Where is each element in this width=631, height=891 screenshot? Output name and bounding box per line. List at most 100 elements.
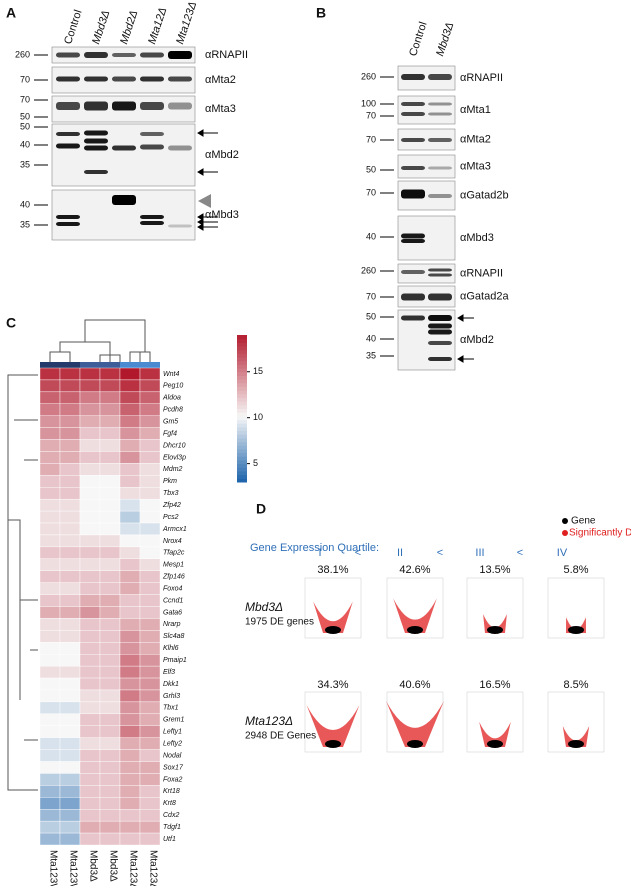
- scale-step: [237, 459, 247, 465]
- scale-step: [237, 357, 247, 362]
- heatmap-cell: [119, 785, 141, 798]
- band: [140, 52, 164, 58]
- heatmap-cell: [59, 820, 81, 834]
- heatmap-cell: [39, 570, 61, 583]
- column-label: Mta123Δ: [147, 850, 158, 886]
- scale-step: [237, 470, 247, 476]
- heatmap-cell: [79, 654, 101, 667]
- band: [401, 239, 425, 243]
- heatmap-cell: [39, 642, 61, 655]
- heatmap-cell: [119, 797, 141, 810]
- heatmap-cell: [139, 737, 161, 750]
- heatmap-cell: [139, 785, 161, 798]
- heatmap-cell: [119, 665, 141, 679]
- heatmap-cell: [99, 642, 121, 655]
- band: [428, 138, 452, 142]
- heatmap-cell: [39, 630, 61, 643]
- band: [168, 51, 192, 59]
- scale-tick-label: 15: [253, 366, 263, 376]
- arrows: [197, 129, 474, 363]
- heatmap-cell: [119, 761, 141, 774]
- band: [428, 293, 452, 301]
- heatmap-cell: [139, 654, 161, 667]
- antibody-label: αRNAPII: [460, 267, 503, 279]
- heatmap-cell: [99, 761, 121, 774]
- heatmap-cell: [139, 487, 161, 500]
- heatmap-cell: [119, 606, 141, 619]
- heatmap-cell: [39, 367, 61, 381]
- band: [401, 138, 425, 142]
- heatmap-cell: [99, 451, 121, 464]
- heatmap-cell: [119, 427, 141, 440]
- heatmap-cell: [139, 677, 161, 691]
- heatmap-cell: [79, 630, 101, 643]
- percent: 40.6%: [399, 679, 430, 691]
- heatmap-cell: [79, 379, 101, 393]
- heatmap-cell: [139, 415, 161, 428]
- heatmap-cell: [119, 522, 141, 536]
- heatmap-cell: [59, 725, 81, 738]
- heatmap-cell: [139, 546, 161, 560]
- heatmap-cell: [99, 439, 121, 452]
- blot: [397, 154, 456, 179]
- heatmap-cell: [79, 534, 101, 548]
- band: [428, 315, 452, 321]
- heatmap-cell: [79, 665, 101, 679]
- heatmap-cell: [59, 677, 81, 691]
- heatmap-cell: [99, 749, 121, 762]
- gene-label: Pkm: [163, 478, 177, 485]
- marker-label: 40: [366, 231, 376, 241]
- gene-label: Mesp1: [163, 562, 184, 569]
- heatmap-cell: [139, 630, 161, 643]
- heatmap-cell: [139, 439, 161, 452]
- antibody-label: αMta3: [460, 160, 491, 172]
- heatmap-cell: [99, 785, 121, 798]
- heatmap-cell: [119, 558, 141, 571]
- scale-step: [237, 338, 247, 343]
- heatmap-cell: [139, 618, 161, 631]
- heatmap-cell: [119, 594, 141, 607]
- heatmap-cell: [79, 498, 101, 512]
- gene-label: Lefty1: [163, 729, 182, 736]
- heatmap-cell: [79, 606, 101, 619]
- gene-label: Pcs2: [163, 514, 179, 521]
- volcano-black: [568, 740, 584, 748]
- heatmap-cell: [99, 773, 121, 786]
- gene-label: Tbx3: [163, 490, 179, 497]
- marker-label: 260: [15, 49, 30, 59]
- scale-step: [237, 335, 247, 340]
- gene-label: Gata6: [163, 609, 182, 616]
- gene-label: Lefty2: [163, 740, 182, 747]
- heatmap-cell: [119, 379, 141, 393]
- heatmap-cell: [79, 522, 101, 536]
- heatmap-cell: [139, 594, 161, 607]
- heatmap-cell: [99, 820, 121, 834]
- band: [56, 132, 80, 136]
- heatmap-cell: [119, 713, 141, 726]
- heatmap-cell: [59, 522, 81, 536]
- heatmap-cell: [79, 403, 101, 416]
- heatmap-cell: [99, 546, 121, 560]
- heatmap-cell: [99, 677, 121, 691]
- band: [140, 76, 164, 82]
- band: [112, 53, 136, 57]
- heatmap-cell: [39, 725, 61, 738]
- heatmap-cell: [79, 439, 101, 452]
- blot: [397, 285, 456, 308]
- percent: 5.8%: [563, 564, 588, 576]
- heatmap-cell: [59, 797, 81, 810]
- heatmap-cell: [39, 773, 61, 786]
- band: [56, 52, 80, 58]
- heatmap-cell: [99, 558, 121, 571]
- heatmap-cell: [79, 820, 101, 834]
- scale-step: [237, 364, 247, 369]
- quartile: <: [517, 547, 523, 559]
- scale-step: [237, 375, 247, 380]
- antibody-label: αMta1: [460, 104, 491, 116]
- heatmap-cell: [59, 832, 81, 846]
- antibody-label: αMta2: [205, 74, 236, 86]
- column-header: Mbd3Δ: [90, 9, 112, 46]
- heatmap-cell: [99, 463, 121, 476]
- band: [56, 76, 80, 82]
- band: [401, 270, 425, 274]
